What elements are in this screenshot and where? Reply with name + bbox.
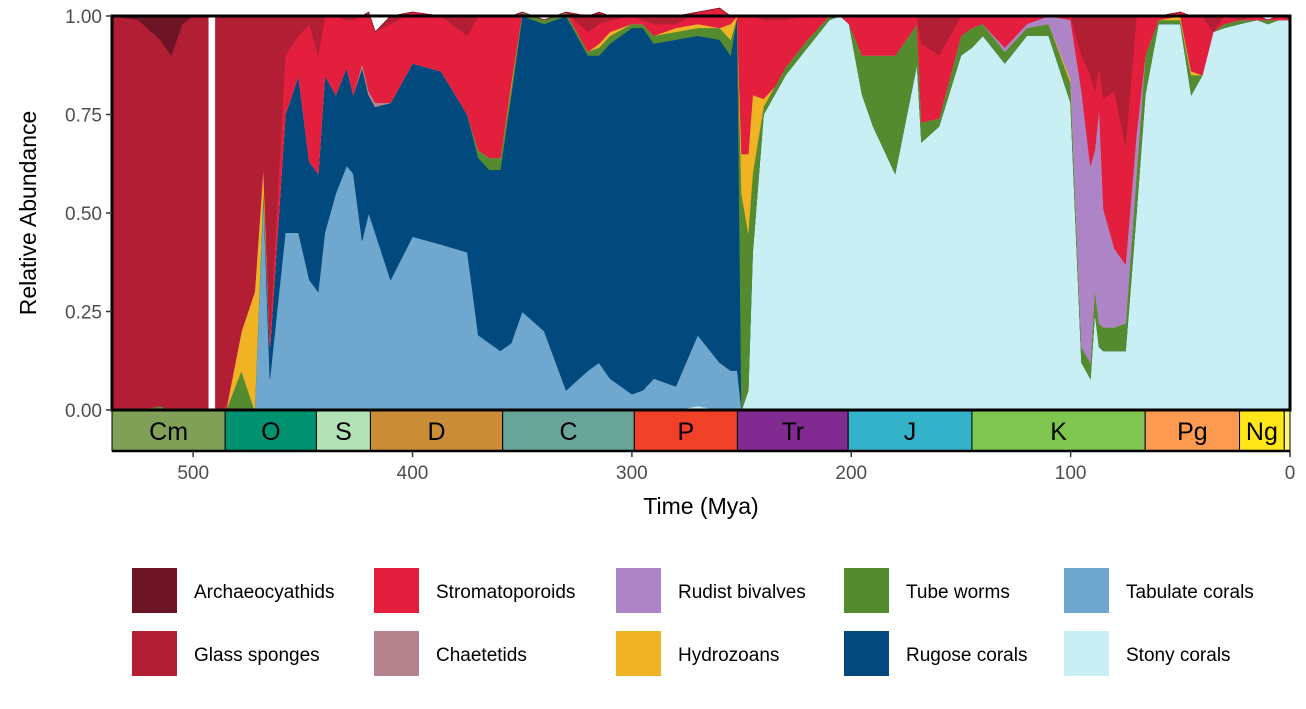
legend-item-stony-corals: Stony corals xyxy=(1064,631,1231,676)
period-label-pg: Pg xyxy=(1177,418,1208,446)
legend-label: Archaeocyathids xyxy=(194,582,334,603)
legend-swatch xyxy=(616,568,661,613)
legend-swatch xyxy=(374,631,419,676)
period-quaternary xyxy=(1283,410,1291,452)
period-label-p: P xyxy=(678,418,695,446)
legend-swatch xyxy=(132,631,177,676)
y-tick-label: 1.00 xyxy=(65,7,102,28)
period-label-ng: Ng xyxy=(1246,418,1278,446)
legend-label: Rugose corals xyxy=(906,645,1027,666)
legend-swatch xyxy=(616,631,661,676)
period-label-o: O xyxy=(261,418,280,446)
period-j xyxy=(847,410,973,452)
period-d xyxy=(369,410,504,452)
legend-swatch xyxy=(1064,631,1109,676)
period-label-c: C xyxy=(559,418,577,446)
legend-swatch xyxy=(1064,568,1109,613)
legend-item-tube-worms: Tube worms xyxy=(844,568,1010,613)
legend-label: Stromatoporoids xyxy=(436,582,575,603)
legend-label: Rudist bivalves xyxy=(678,582,806,603)
period-label-d: D xyxy=(428,418,446,446)
x-tick-label: 400 xyxy=(397,463,429,484)
y-tick-label: 0.25 xyxy=(65,303,102,324)
y-axis-title: Relative Abundance xyxy=(15,111,41,316)
legend-item-stromatoporoids: Stromatoporoids xyxy=(374,568,575,613)
x-tick-label: 300 xyxy=(616,463,648,484)
stacked-areas xyxy=(111,7,1291,411)
period-label-tr: Tr xyxy=(781,418,804,446)
period-label-k: K xyxy=(1050,418,1067,446)
legend-swatch xyxy=(844,568,889,613)
period-cm xyxy=(111,410,226,452)
legend-label: Stony corals xyxy=(1126,645,1231,666)
y-axis: 0.00 0.25 0.50 0.75 1.00 xyxy=(65,7,112,422)
geologic-timescale-bar: Cm O S D C P Tr J K Pg Ng xyxy=(111,410,1291,453)
legend-item-tabulate-corals: Tabulate corals xyxy=(1064,568,1254,613)
legend-label: Tabulate corals xyxy=(1126,582,1254,603)
x-tick-label: 100 xyxy=(1055,463,1087,484)
y-tick-label: 0.75 xyxy=(65,106,102,127)
period-label-j: J xyxy=(904,418,917,446)
period-label-cm: Cm xyxy=(149,418,188,446)
period-s xyxy=(315,410,371,452)
legend-item-rudist-bivalves: Rudist bivalves xyxy=(616,568,806,613)
legend-label: Glass sponges xyxy=(194,645,320,666)
legend-item-rugose-corals: Rugose corals xyxy=(844,631,1027,676)
period-c xyxy=(502,410,635,452)
period-ng xyxy=(1239,410,1285,452)
legend-item-chaetetids: Chaetetids xyxy=(374,631,527,676)
data-gap xyxy=(208,16,216,410)
period-label-s: S xyxy=(335,418,352,446)
x-tick-label: 0 xyxy=(1285,463,1296,484)
legend-item-hydrozoans: Hydrozoans xyxy=(616,631,779,676)
x-tick-label: 200 xyxy=(835,463,867,484)
legend-swatch xyxy=(132,568,177,613)
legend-item-glass-sponges: Glass sponges xyxy=(132,631,320,676)
period-k xyxy=(971,410,1146,452)
legend-swatch xyxy=(374,568,419,613)
x-tick-label: 500 xyxy=(177,463,209,484)
x-axis: 500 400 300 200 100 0 xyxy=(177,451,1295,484)
legend-label: Hydrozoans xyxy=(678,645,779,666)
period-tr xyxy=(736,410,849,452)
y-tick-label: 0.00 xyxy=(65,401,102,422)
period-p xyxy=(633,410,738,452)
legend-label: Chaetetids xyxy=(436,645,527,666)
legend-item-archaeocyathids: Archaeocyathids xyxy=(132,568,334,613)
gap-band xyxy=(208,16,216,410)
y-tick-label: 0.50 xyxy=(65,204,102,225)
x-axis-title: Time (Mya) xyxy=(643,493,758,519)
legend-swatch xyxy=(844,631,889,676)
legend-label: Tube worms xyxy=(906,582,1010,603)
legend: Archaeocyathids Glass sponges Stromatoporo… xyxy=(132,568,1254,676)
